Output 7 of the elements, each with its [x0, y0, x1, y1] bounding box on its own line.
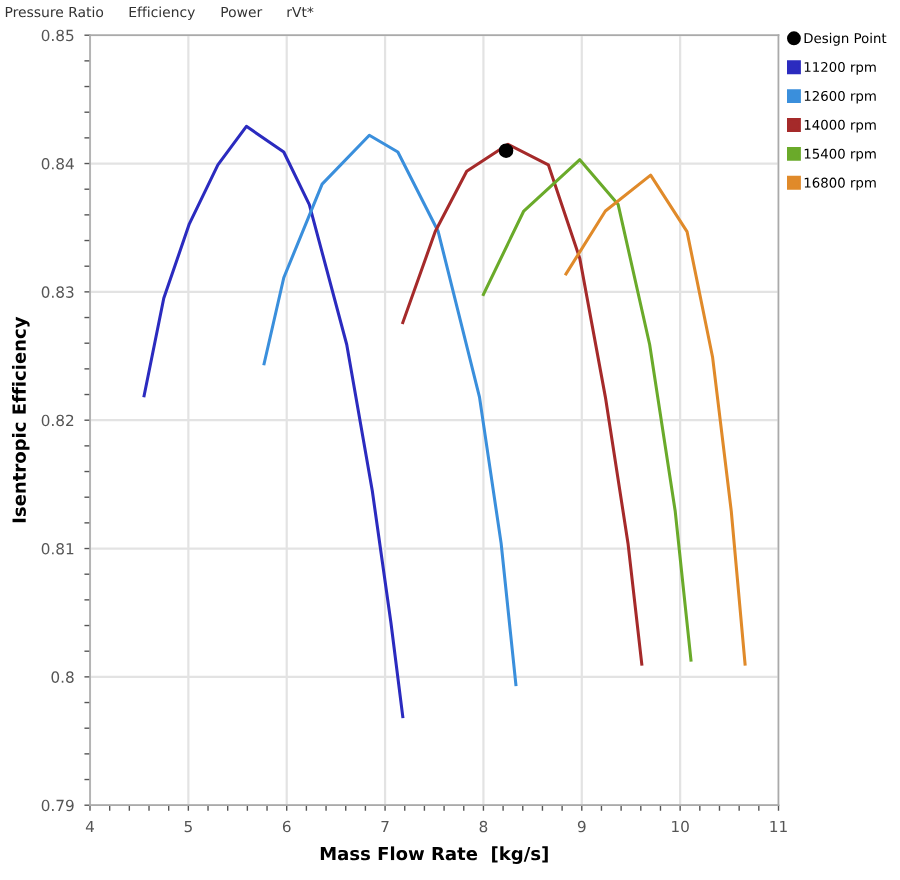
- x-axis-title: Mass Flow Rate [kg/s]: [320, 846, 548, 864]
- line-series: [142, 124, 405, 719]
- y-axis-title: Isentropic Efficiency: [11, 316, 30, 523]
- line-series: [262, 133, 518, 687]
- line-series: [564, 173, 747, 666]
- line-series: [481, 158, 693, 662]
- line-series: [401, 142, 644, 666]
